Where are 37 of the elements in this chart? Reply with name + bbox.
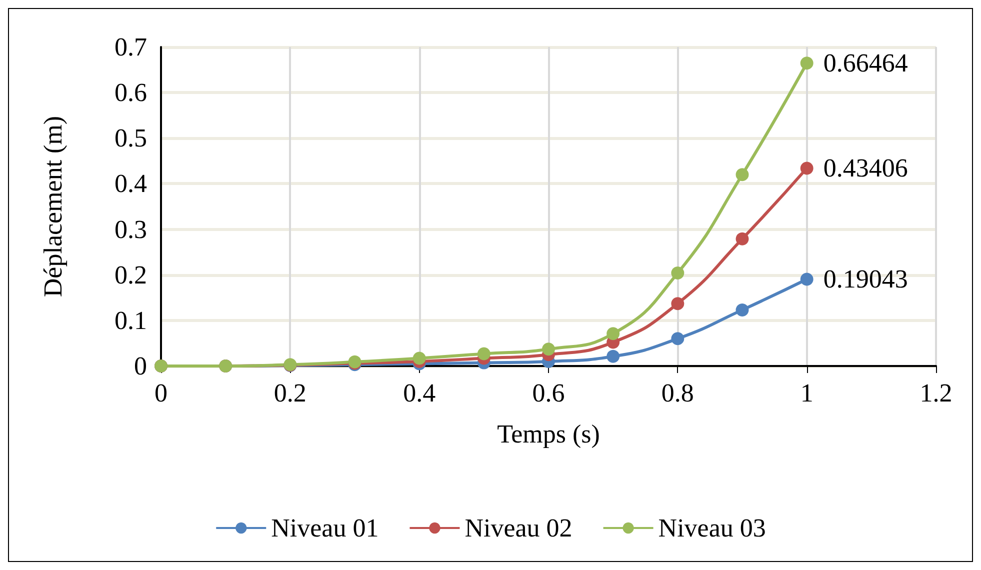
x-tick-label: 0.4 <box>403 378 436 408</box>
point <box>412 352 426 365</box>
x-tick-label: 0.2 <box>274 378 306 408</box>
legend-label: Niveau 02 <box>464 514 572 542</box>
y-tick-label: 0.5 <box>114 124 147 153</box>
data-label: 0.66464 <box>823 48 908 78</box>
x-axis-title: Temps (s) <box>497 420 600 448</box>
point <box>606 350 620 363</box>
point <box>736 232 749 246</box>
point <box>671 266 684 280</box>
point <box>800 162 814 175</box>
x-tick-label: 1 <box>800 378 814 408</box>
point <box>736 303 749 316</box>
y-tick-label: 0.2 <box>114 260 147 290</box>
point <box>800 272 814 286</box>
y-tick-label: 0.3 <box>114 214 147 244</box>
y-tick-label: 0.4 <box>114 169 147 198</box>
point <box>606 327 620 340</box>
point <box>542 342 555 356</box>
point <box>477 347 490 360</box>
x-tick-label: 0.8 <box>661 378 694 408</box>
legend-label: Niveau 01 <box>271 514 379 542</box>
point <box>800 56 814 70</box>
point <box>736 168 749 182</box>
x-tick-label: 0.6 <box>532 378 565 408</box>
point <box>671 332 684 346</box>
x-tick-label: 1.2 <box>920 378 952 408</box>
y-tick-label: 0 <box>134 352 147 380</box>
data-label: 0.43406 <box>823 154 908 183</box>
y-axis-title: Déplacement (m) <box>38 116 68 298</box>
y-tick-label: 0.1 <box>114 306 147 335</box>
data-label: 0.19043 <box>823 264 908 294</box>
legend-label: Niveau 03 <box>658 514 766 542</box>
y-tick-label: 0.7 <box>114 32 147 62</box>
y-tick-label: 0.6 <box>114 78 147 108</box>
point <box>671 297 684 310</box>
x-tick-label: 0 <box>154 378 168 408</box>
